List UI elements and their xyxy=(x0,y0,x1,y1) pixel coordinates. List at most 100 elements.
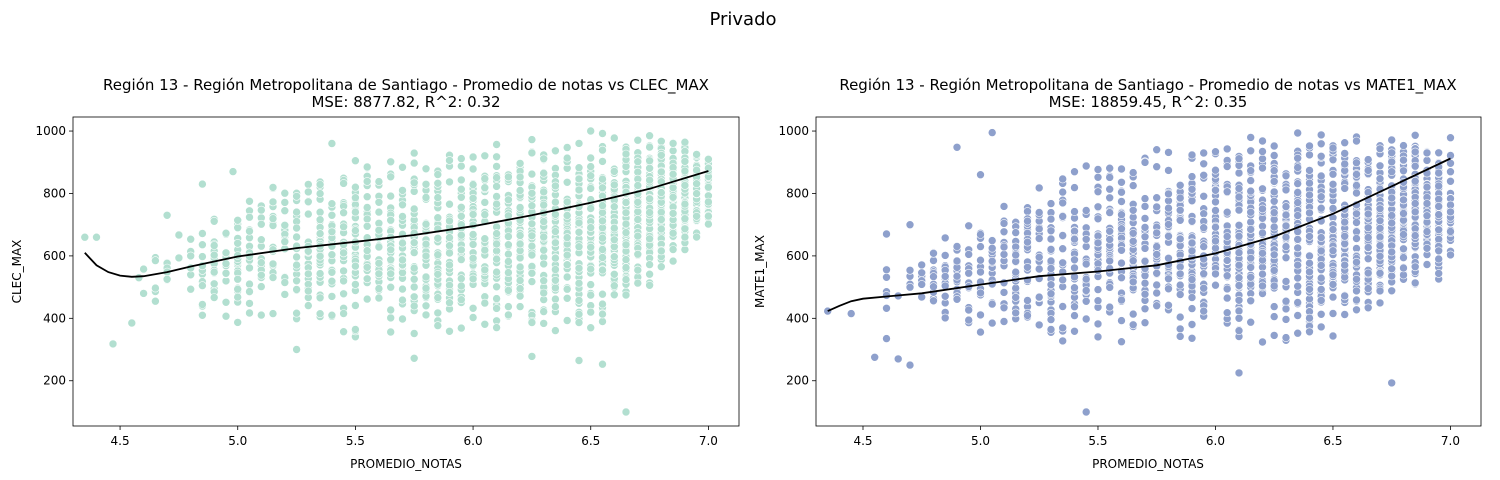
scatter-point xyxy=(1387,264,1396,274)
scatter-point xyxy=(870,352,880,362)
scatter-point xyxy=(1316,152,1326,161)
scatter-point xyxy=(1140,232,1150,242)
scatter-point xyxy=(1034,320,1044,330)
scatter-point xyxy=(1434,210,1443,219)
scatter-point xyxy=(1070,311,1079,320)
scatter-point xyxy=(433,293,443,302)
scatter-point xyxy=(268,273,278,282)
scatter-point xyxy=(1222,284,1232,294)
chart-title: Región 13 - Región Metropolitana de Sant… xyxy=(103,76,709,95)
scatter-point xyxy=(1046,226,1056,236)
scatter-point xyxy=(1187,217,1197,226)
scatter-point xyxy=(445,216,454,226)
scatter-point xyxy=(1187,333,1197,343)
scatter-point xyxy=(1164,166,1173,175)
scatter-point xyxy=(1128,237,1138,246)
scatter-point xyxy=(445,177,454,187)
scatter-point xyxy=(656,188,666,197)
scatter-point xyxy=(1246,225,1255,234)
scatter-point xyxy=(551,302,560,311)
scatter-point xyxy=(1328,169,1338,179)
x-ticks: 4.5 5.0 5.5 6.0 6.5 7.0 xyxy=(853,426,1460,448)
scatter-point xyxy=(162,211,172,220)
scatter-point xyxy=(339,266,348,276)
scatter-point xyxy=(1246,146,1255,156)
scatter-point xyxy=(905,282,915,292)
scatter-point xyxy=(433,179,443,188)
scatter-point xyxy=(1269,302,1279,311)
scatter-point xyxy=(386,172,396,182)
scatter-point xyxy=(1211,206,1220,215)
scatter-point xyxy=(374,269,384,279)
scatter-point xyxy=(1352,295,1361,305)
scatter-point xyxy=(1187,275,1197,284)
scatter-point xyxy=(339,179,348,188)
scatter-point xyxy=(680,166,690,176)
scatter-point xyxy=(586,171,596,180)
scatter-point xyxy=(186,251,195,261)
scatter-point xyxy=(292,252,301,262)
scatter-point xyxy=(1211,197,1220,207)
scatter-point xyxy=(1234,281,1244,290)
scatter-point xyxy=(598,359,607,369)
scatter-point xyxy=(504,249,513,259)
scatter-point xyxy=(515,239,525,249)
scatter-point xyxy=(1352,257,1361,267)
scatter-point xyxy=(480,319,490,329)
scatter-point xyxy=(1281,242,1291,251)
scatter-point xyxy=(551,283,560,293)
scatter-point xyxy=(1234,260,1244,270)
scatter-point xyxy=(1140,223,1150,232)
scatter-point xyxy=(398,212,407,221)
scatter-point xyxy=(999,250,1009,259)
scatter-point xyxy=(1328,143,1338,153)
scatter-point xyxy=(1316,261,1326,270)
scatter-point xyxy=(905,360,915,370)
scatter-point xyxy=(1375,204,1385,214)
scatter-point xyxy=(362,274,372,284)
scatter-point xyxy=(1093,238,1103,248)
scatter-point xyxy=(256,235,266,244)
scatter-point xyxy=(1422,199,1432,208)
scatter-point xyxy=(1375,161,1385,171)
scatter-point xyxy=(1328,280,1338,289)
scatter-point xyxy=(621,275,631,284)
scatter-point xyxy=(621,198,631,207)
x-ticks: 4.5 5.0 5.5 6.0 6.5 7.0 xyxy=(111,426,718,448)
scatter-point xyxy=(1246,317,1255,327)
scatter-point xyxy=(1211,236,1220,246)
scatter-point xyxy=(1422,260,1432,269)
scatter-point xyxy=(433,170,443,179)
scatter-point xyxy=(562,233,572,242)
scatter-point xyxy=(645,131,654,140)
scatter-point xyxy=(228,167,238,176)
scatter-point xyxy=(574,296,584,305)
scatter-point xyxy=(1246,166,1255,175)
scatter-point xyxy=(1011,250,1021,260)
scatter-point xyxy=(1234,154,1244,163)
scatter-point xyxy=(327,276,337,286)
scatter-point xyxy=(1034,224,1044,234)
scatter-point xyxy=(162,274,172,284)
scatter-point xyxy=(917,280,927,289)
scatter-point xyxy=(1046,234,1056,244)
scatter-point xyxy=(1211,186,1220,195)
scatter-point xyxy=(351,193,360,202)
scatter-point xyxy=(468,180,478,189)
scatter-point xyxy=(917,268,927,278)
scatter-point xyxy=(1375,241,1385,250)
scatter-point xyxy=(139,264,148,274)
scatter-point xyxy=(1058,336,1067,346)
scatter-point xyxy=(621,255,631,264)
scatter-point xyxy=(1234,368,1244,378)
scatter-point xyxy=(1410,161,1420,171)
scatter-point xyxy=(1070,283,1079,293)
scatter-point xyxy=(1446,167,1455,176)
x-tick-label: 4.5 xyxy=(111,434,130,448)
scatter-point xyxy=(1164,189,1173,199)
scatter-point xyxy=(256,205,266,215)
scatter-point xyxy=(1152,242,1161,251)
scatter-point xyxy=(598,317,607,326)
y-ticks: 200 400 600 800 1000 xyxy=(35,124,73,388)
scatter-point xyxy=(386,245,396,255)
